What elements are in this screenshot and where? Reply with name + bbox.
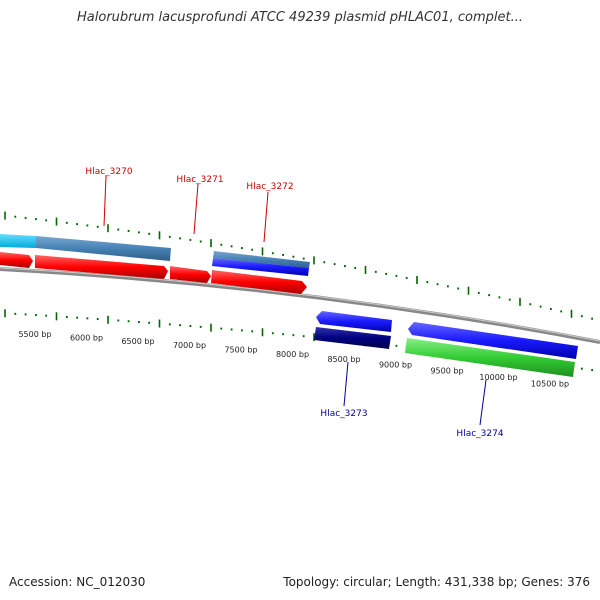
map-title: Halorubrum lacusprofundi ATCC 49239 plas… <box>77 10 523 25</box>
feature-blue-1[interactable] <box>212 258 309 276</box>
leader-hlac-3272 <box>263 191 269 243</box>
feature-red-1[interactable] <box>0 252 33 268</box>
gene-label-hlac-3271[interactable]: Hlac_3271 <box>176 175 223 185</box>
scale-label: 10500 bp <box>531 379 569 388</box>
feature-red-2[interactable] <box>35 255 168 279</box>
feature-cyan[interactable] <box>0 234 36 248</box>
scale-label: 7500 bp <box>224 345 257 354</box>
feature-steel-2[interactable] <box>213 251 310 268</box>
tick-labels: 5500 bp 6000 bp 6500 bp 7000 bp 7500 bp 8000 … <box>18 330 569 388</box>
leader-hlac-3273 <box>343 361 349 407</box>
gene-label-hlac-3270[interactable]: Hlac_3270 <box>85 167 132 177</box>
scale-label: 9000 bp <box>379 361 412 370</box>
backbone-highlight <box>0 267 600 342</box>
leader-hlac-3271 <box>193 183 199 235</box>
leader-hlac-3270 <box>103 175 107 227</box>
feature-red-4[interactable] <box>211 270 307 294</box>
scale-label: 8000 bp <box>276 350 309 359</box>
scale-label: 9500 bp <box>430 367 463 376</box>
scale-label: 6500 bp <box>121 337 154 346</box>
feature-blue-3[interactable] <box>408 322 578 359</box>
gene-label-hlac-3273[interactable]: Hlac_3273 <box>320 409 367 419</box>
scale-label: 5500 bp <box>18 330 51 339</box>
scale-label: 6000 bp <box>70 333 103 342</box>
feature-green[interactable] <box>405 338 575 377</box>
gene-label-hlac-3272[interactable]: Hlac_3272 <box>246 182 293 192</box>
tick-marks-top <box>4 211 593 320</box>
leader-hlac-3274 <box>479 379 487 426</box>
accession-text: Accession: NC_012030 <box>9 575 146 589</box>
feature-blue-2[interactable] <box>316 311 392 332</box>
feature-red-3[interactable] <box>170 266 211 283</box>
feature-steel-1[interactable] <box>36 236 171 261</box>
gene-label-hlac-3274[interactable]: Hlac_3274 <box>456 429 503 439</box>
topology-text: Topology: circular; Length: 431,338 bp; … <box>283 575 590 589</box>
backbone-line <box>0 267 600 344</box>
scale-label: 10000 bp <box>479 373 517 382</box>
scale-label: 7000 bp <box>173 341 206 350</box>
feature-navy[interactable] <box>314 327 391 349</box>
scale-label: 8500 bp <box>327 355 360 364</box>
